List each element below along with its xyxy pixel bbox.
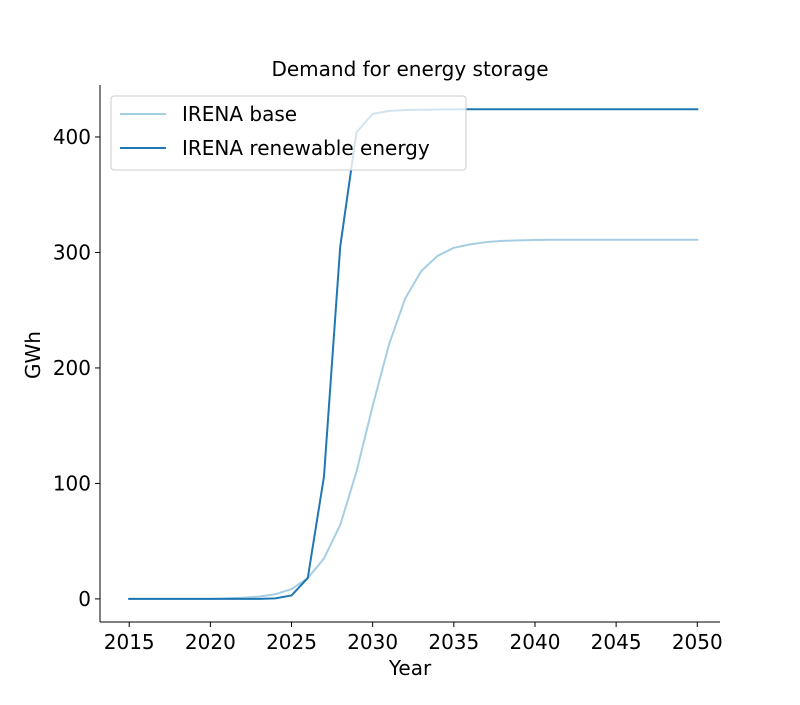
legend-frame xyxy=(110,95,467,171)
x-tick-label-2030: 2030 xyxy=(347,630,398,654)
y-axis-ticks: 0 100 200 300 400 xyxy=(53,125,100,611)
x-axis-ticks: 2015 2020 2025 2030 2035 2040 2045 2050 xyxy=(104,622,723,654)
plot-area xyxy=(128,108,699,600)
y-tick-label-300: 300 xyxy=(53,240,91,264)
x-tick-label-2040: 2040 xyxy=(510,630,561,654)
x-tick-label-2045: 2045 xyxy=(591,630,642,654)
x-tick-label-2020: 2020 xyxy=(185,630,236,654)
y-tick-label-100: 100 xyxy=(53,471,91,495)
x-tick-label-2035: 2035 xyxy=(428,630,479,654)
series-line-irena-renewable-energy xyxy=(128,108,699,600)
legend-label-irena-renewable-energy: IRENA renewable energy xyxy=(182,136,430,160)
legend: IRENA base IRENA renewable energy xyxy=(110,95,467,171)
legend-label-irena-base: IRENA base xyxy=(182,102,297,126)
x-tick-label-2050: 2050 xyxy=(672,630,723,654)
x-axis-label: Year xyxy=(388,656,432,680)
y-tick-label-0: 0 xyxy=(78,587,91,611)
chart-title: Demand for energy storage xyxy=(271,57,548,81)
x-tick-label-2025: 2025 xyxy=(266,630,317,654)
y-tick-label-200: 200 xyxy=(53,356,91,380)
y-tick-label-400: 400 xyxy=(53,125,91,149)
y-axis-label: GWh xyxy=(21,331,45,379)
x-tick-label-2015: 2015 xyxy=(104,630,155,654)
series-line-irena-base xyxy=(128,238,699,600)
